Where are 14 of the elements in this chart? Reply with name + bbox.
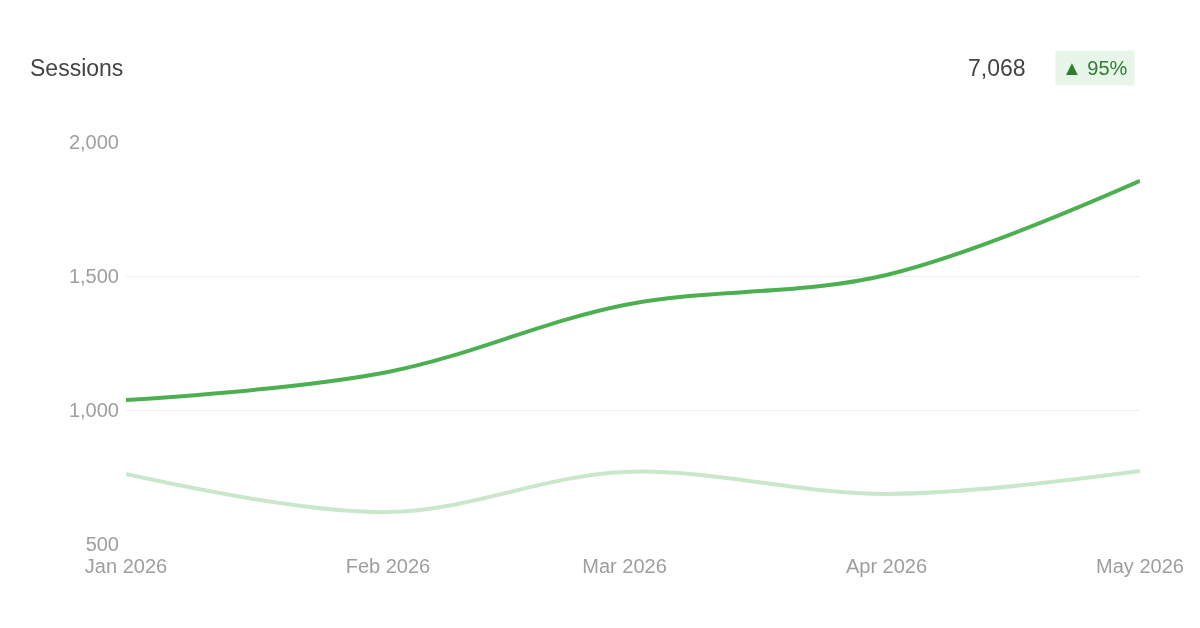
x-tick-label: Mar 2026 (582, 555, 667, 577)
x-tick-label: Jan 2026 (84, 555, 168, 577)
y-tick-label: 500 (85, 533, 119, 555)
text: ▲ 95% (1062, 57, 1128, 79)
y-tick-label: 1,500 (68, 265, 119, 287)
y-tick-label: 1,000 (68, 399, 119, 421)
line-series (126, 469, 1140, 515)
line-series (126, 178, 1140, 403)
x-tick-label: Feb 2026 (345, 555, 431, 577)
x-tick-label: Apr 2026 (845, 555, 928, 577)
text: 7,068 (968, 55, 1026, 81)
y-tick-label: 2,000 (68, 131, 119, 153)
chart-title: Sessions (30, 55, 124, 82)
x-tick-label: May 2026 (1096, 555, 1184, 577)
